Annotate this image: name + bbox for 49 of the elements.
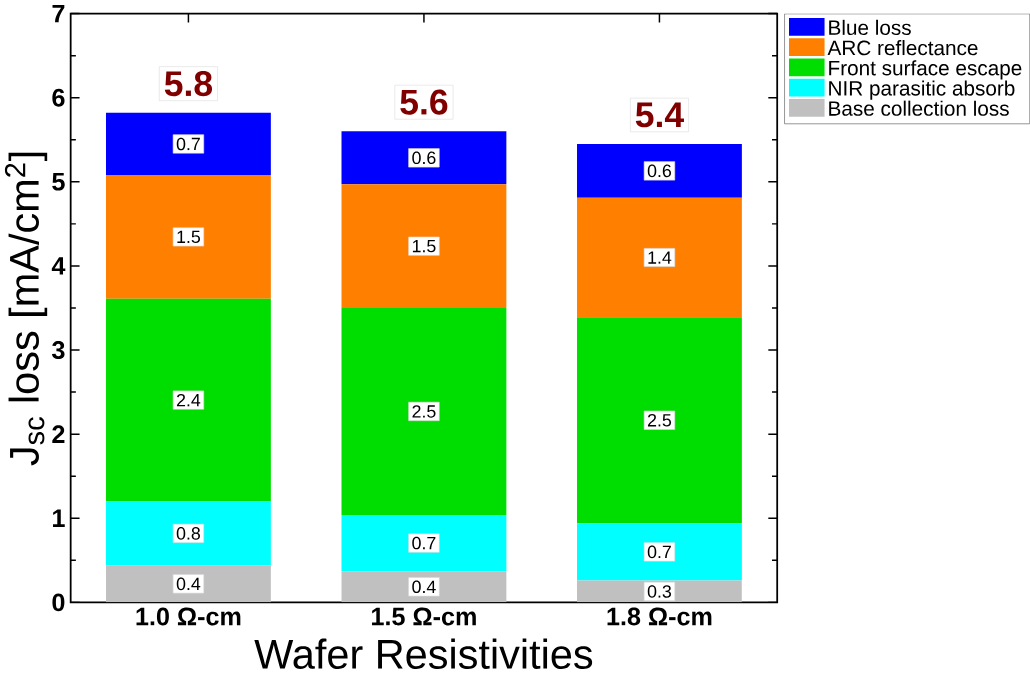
bar: [106, 565, 271, 603]
legend-label: Blue loss: [829, 19, 911, 36]
bar: [106, 112, 271, 176]
y-tick-label: 7: [52, 4, 65, 23]
data-label: 0.8: [176, 527, 200, 540]
bar: [341, 131, 507, 185]
data-label: 0.7: [412, 536, 436, 550]
y-axis-title: J$_{sc}$ loss [mA/cm$^{2}$]: [4, 152, 48, 466]
data-label: 1.5: [412, 239, 436, 253]
total-label: 5.6: [400, 89, 448, 115]
y-tick-label: 6: [52, 88, 65, 107]
x-tick-label: 1.5 Ω-cm: [372, 607, 476, 626]
y-tick-label: 1: [53, 509, 65, 527]
x-axis-title: Wafer Resistivities: [254, 638, 593, 670]
data-label: 0.6: [647, 164, 672, 178]
bar: [106, 501, 271, 566]
bar: [577, 197, 742, 318]
y-tick-label: 5: [52, 173, 65, 191]
x-tick-label: 1.8 Ω-cm: [607, 607, 712, 626]
bar: [577, 523, 742, 581]
bar: [341, 514, 507, 572]
data-label: 2.5: [647, 414, 672, 427]
y-tick-label: 3: [52, 341, 65, 359]
total-label: 5.8: [164, 71, 213, 97]
bar: [106, 175, 271, 299]
y-tick-label: 2: [52, 425, 65, 443]
data-label: 0.3: [647, 585, 672, 598]
bar: [577, 317, 742, 524]
legend-label: ARC reflectance: [827, 40, 978, 56]
bar: [106, 298, 271, 502]
y-tick-label: 4: [51, 257, 66, 275]
data-label: 0.4: [412, 580, 436, 594]
data-label: 0.4: [176, 577, 201, 591]
y-tick-label: 0: [52, 593, 65, 612]
bar: [341, 308, 507, 515]
data-label: 2.4: [176, 393, 201, 407]
data-label: 1.4: [648, 251, 672, 264]
legend-label: Base collection loss: [829, 100, 1009, 116]
legend-label: NIR parasitic absorb: [829, 80, 1015, 100]
data-label: 1.5: [177, 230, 201, 244]
bar: [577, 143, 742, 198]
data-label: 2.5: [412, 405, 436, 418]
bar: [341, 184, 507, 308]
data-label: 0.6: [412, 151, 436, 165]
data-label: 0.7: [647, 545, 671, 559]
data-label: 0.7: [176, 137, 200, 151]
total-label: 5.4: [635, 102, 684, 128]
legend-label: Front surface escape: [829, 60, 1022, 80]
x-tick-label: 1.0 Ω-cm: [136, 607, 241, 626]
